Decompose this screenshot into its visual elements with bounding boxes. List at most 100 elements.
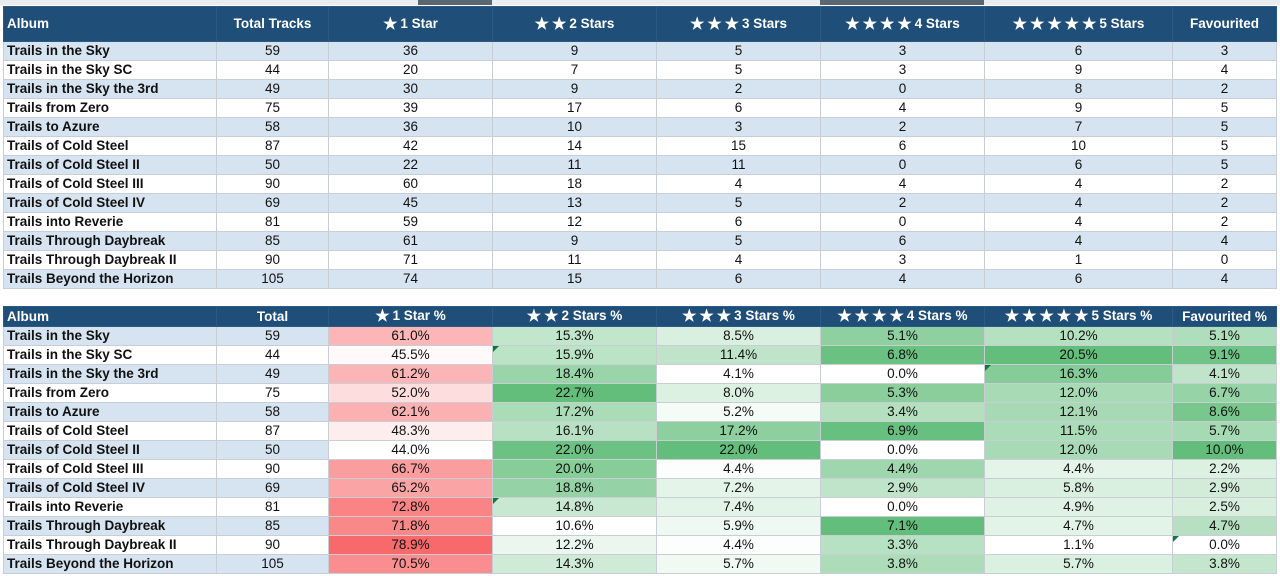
value-cell[interactable]: 0.0%	[820, 497, 985, 517]
album-name-cell[interactable]: Trails of Cold Steel IV	[3, 478, 217, 498]
value-cell[interactable]: 2	[820, 193, 985, 213]
value-cell[interactable]: 16.3%	[984, 364, 1173, 384]
column-header-4[interactable]: ★ ★ ★ 3 Stars %	[656, 306, 821, 327]
value-cell[interactable]: 1	[984, 250, 1173, 270]
comment-marker-icon[interactable]	[493, 498, 499, 504]
value-cell[interactable]: 4.4%	[984, 459, 1173, 479]
value-cell[interactable]: 49	[216, 79, 329, 99]
value-cell[interactable]: 44	[216, 345, 329, 365]
value-cell[interactable]: 11	[492, 250, 657, 270]
value-cell[interactable]: 0	[1172, 250, 1277, 270]
album-name-cell[interactable]: Trails Beyond the Horizon	[3, 554, 217, 574]
value-cell[interactable]: 50	[216, 155, 329, 175]
value-cell[interactable]: 78.9%	[328, 535, 493, 555]
comment-marker-icon[interactable]	[493, 346, 499, 352]
value-cell[interactable]: 11.4%	[656, 345, 821, 365]
value-cell[interactable]: 39	[328, 98, 493, 118]
album-name-cell[interactable]: Trails in the Sky	[3, 326, 217, 346]
value-cell[interactable]: 30	[328, 79, 493, 99]
value-cell[interactable]: 5	[1172, 136, 1277, 156]
column-header-6[interactable]: ★ ★ ★ ★ ★ 5 Stars	[984, 6, 1173, 42]
value-cell[interactable]: 10	[984, 136, 1173, 156]
value-cell[interactable]: 87	[216, 136, 329, 156]
value-cell[interactable]: 2.2%	[1172, 459, 1277, 479]
value-cell[interactable]: 4.4%	[656, 459, 821, 479]
column-header-5[interactable]: ★ ★ ★ ★ 4 Stars %	[820, 306, 985, 327]
value-cell[interactable]: 87	[216, 421, 329, 441]
value-cell[interactable]: 22.0%	[656, 440, 821, 460]
column-header-1[interactable]: Total	[216, 306, 329, 327]
album-name-cell[interactable]: Trails of Cold Steel II	[3, 440, 217, 460]
value-cell[interactable]: 15.9%	[492, 345, 657, 365]
value-cell[interactable]: 90	[216, 459, 329, 479]
column-header-4[interactable]: ★ ★ ★ 3 Stars	[656, 6, 821, 42]
column-header-0[interactable]: Album	[3, 306, 217, 327]
value-cell[interactable]: 105	[216, 269, 329, 289]
value-cell[interactable]: 5	[656, 60, 821, 80]
value-cell[interactable]: 4.7%	[984, 516, 1173, 536]
album-name-cell[interactable]: Trails in the Sky	[3, 41, 217, 61]
value-cell[interactable]: 0.0%	[820, 364, 985, 384]
value-cell[interactable]: 6	[820, 136, 985, 156]
value-cell[interactable]: 5.9%	[656, 516, 821, 536]
album-name-cell[interactable]: Trails from Zero	[3, 98, 217, 118]
value-cell[interactable]: 5	[656, 231, 821, 251]
value-cell[interactable]: 14	[492, 136, 657, 156]
value-cell[interactable]: 6	[984, 155, 1173, 175]
value-cell[interactable]: 6	[984, 41, 1173, 61]
value-cell[interactable]: 20.0%	[492, 459, 657, 479]
value-cell[interactable]: 2	[1172, 174, 1277, 194]
value-cell[interactable]: 6	[656, 269, 821, 289]
value-cell[interactable]: 66.7%	[328, 459, 493, 479]
column-header-3[interactable]: ★ ★ 2 Stars %	[492, 306, 657, 327]
value-cell[interactable]: 9	[492, 79, 657, 99]
value-cell[interactable]: 75	[216, 98, 329, 118]
value-cell[interactable]: 5.7%	[1172, 421, 1277, 441]
value-cell[interactable]: 8.6%	[1172, 402, 1277, 422]
value-cell[interactable]: 4	[984, 212, 1173, 232]
value-cell[interactable]: 16.1%	[492, 421, 657, 441]
value-cell[interactable]: 3.8%	[1172, 554, 1277, 574]
value-cell[interactable]: 5	[656, 193, 821, 213]
value-cell[interactable]: 60	[328, 174, 493, 194]
value-cell[interactable]: 44.0%	[328, 440, 493, 460]
value-cell[interactable]: 62.1%	[328, 402, 493, 422]
value-cell[interactable]: 0.0%	[820, 440, 985, 460]
value-cell[interactable]: 5	[1172, 117, 1277, 137]
value-cell[interactable]: 105	[216, 554, 329, 574]
value-cell[interactable]: 61.2%	[328, 364, 493, 384]
album-name-cell[interactable]: Trails Through Daybreak II	[3, 250, 217, 270]
value-cell[interactable]: 11.5%	[984, 421, 1173, 441]
album-name-cell[interactable]: Trails in the Sky the 3rd	[3, 79, 217, 99]
value-cell[interactable]: 3	[656, 117, 821, 137]
value-cell[interactable]: 49	[216, 364, 329, 384]
value-cell[interactable]: 17.2%	[492, 402, 657, 422]
value-cell[interactable]: 15.3%	[492, 326, 657, 346]
value-cell[interactable]: 14.3%	[492, 554, 657, 574]
value-cell[interactable]: 15	[492, 269, 657, 289]
value-cell[interactable]: 90	[216, 174, 329, 194]
value-cell[interactable]: 12.2%	[492, 535, 657, 555]
album-name-cell[interactable]: Trails Beyond the Horizon	[3, 269, 217, 289]
value-cell[interactable]: 75	[216, 383, 329, 403]
value-cell[interactable]: 12	[492, 212, 657, 232]
value-cell[interactable]: 4.4%	[820, 459, 985, 479]
value-cell[interactable]: 5.1%	[820, 326, 985, 346]
value-cell[interactable]: 7.1%	[820, 516, 985, 536]
value-cell[interactable]: 17	[492, 98, 657, 118]
value-cell[interactable]: 65.2%	[328, 478, 493, 498]
value-cell[interactable]: 5.2%	[656, 402, 821, 422]
value-cell[interactable]: 18.8%	[492, 478, 657, 498]
value-cell[interactable]: 48.3%	[328, 421, 493, 441]
column-header-2[interactable]: ★ 1 Star %	[328, 306, 493, 327]
value-cell[interactable]: 4	[656, 250, 821, 270]
value-cell[interactable]: 4.1%	[656, 364, 821, 384]
value-cell[interactable]: 5	[1172, 98, 1277, 118]
value-cell[interactable]: 44	[216, 60, 329, 80]
value-cell[interactable]: 6	[656, 212, 821, 232]
column-header-1[interactable]: Total Tracks	[216, 6, 329, 42]
value-cell[interactable]: 2	[820, 117, 985, 137]
value-cell[interactable]: 6.8%	[820, 345, 985, 365]
value-cell[interactable]: 0.0%	[1172, 535, 1277, 555]
album-name-cell[interactable]: Trails of Cold Steel IV	[3, 193, 217, 213]
